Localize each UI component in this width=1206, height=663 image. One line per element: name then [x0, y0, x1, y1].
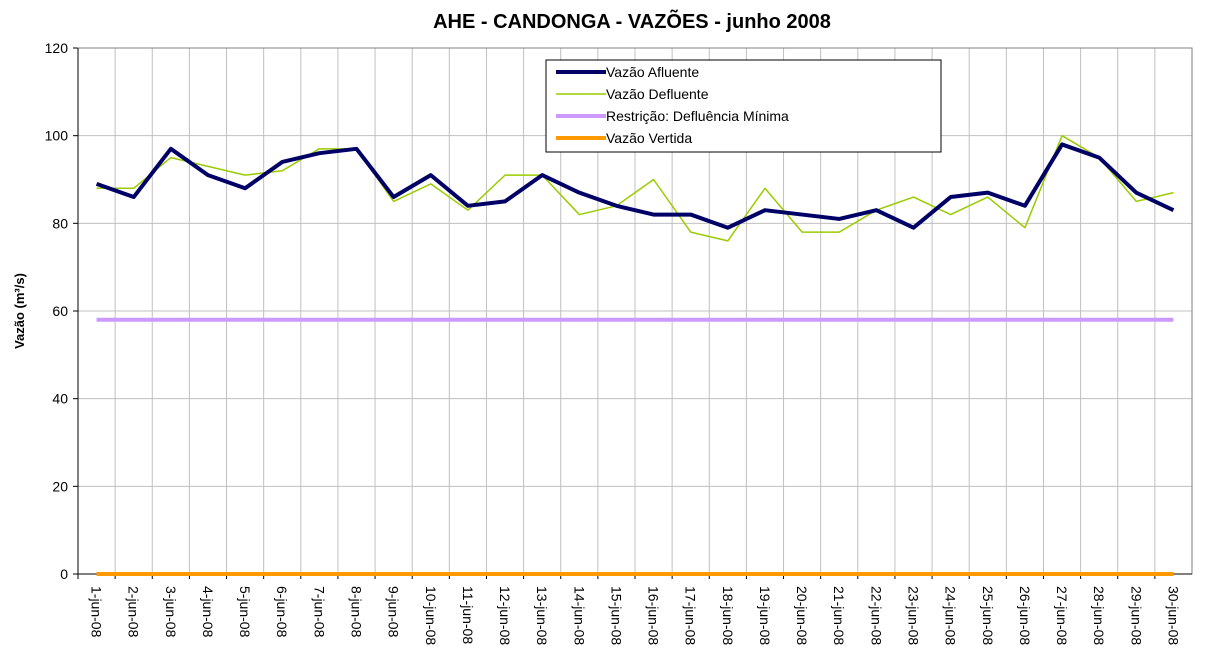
x-tick-label: 9-jun-08 [386, 586, 402, 638]
x-tick-label: 30-jun-08 [1165, 586, 1181, 645]
y-tick-label: 120 [45, 40, 69, 56]
x-tick-label: 20-jun-08 [794, 586, 810, 645]
x-tick-label: 13-jun-08 [534, 586, 550, 645]
x-tick-label: 5-jun-08 [237, 586, 253, 638]
legend-label: Restrição: Defluência Mínima [606, 108, 789, 124]
y-tick-label: 80 [52, 215, 68, 231]
y-axis-label: Vazão (m³/s) [12, 273, 27, 349]
x-tick-label: 3-jun-08 [163, 586, 179, 638]
x-tick-label: 25-jun-08 [980, 586, 996, 645]
x-tick-label: 2-jun-08 [126, 586, 142, 638]
x-tick-label: 7-jun-08 [311, 586, 327, 638]
x-tick-label: 18-jun-08 [720, 586, 736, 645]
x-tick-label: 10-jun-08 [423, 586, 439, 645]
x-tick-label: 27-jun-08 [1054, 586, 1070, 645]
series-line [95, 142, 1175, 230]
y-tick-label: 100 [45, 128, 69, 144]
x-tick-label: 16-jun-08 [646, 586, 662, 645]
series-line [96, 134, 1174, 242]
chart-title: AHE - CANDONGA - VAZÕES - junho 2008 [433, 9, 831, 33]
x-tick-label: 21-jun-08 [831, 586, 847, 645]
legend-box [545, 59, 942, 153]
y-tick-label: 40 [52, 391, 68, 407]
x-tick-label: 6-jun-08 [274, 586, 290, 638]
x-tick-label: 29-jun-08 [1128, 586, 1144, 645]
legend-label: Vazão Defluente [606, 86, 709, 102]
legend-label: Vazão Afluente [606, 64, 699, 80]
x-tick-label: 24-jun-08 [943, 586, 959, 645]
y-tick-label: 60 [52, 303, 68, 319]
x-tick-label: 17-jun-08 [683, 586, 699, 645]
y-tick-label: 20 [52, 478, 68, 494]
x-tick-label: 19-jun-08 [757, 586, 773, 645]
x-tick-label: 8-jun-08 [349, 586, 365, 638]
x-tick-label: 12-jun-08 [497, 586, 513, 645]
legend-label: Vazão Vertida [606, 130, 692, 146]
x-tick-label: 11-jun-08 [460, 586, 476, 644]
x-tick-label: 1-jun-08 [89, 586, 105, 638]
y-tick-label: 0 [60, 566, 68, 582]
x-tick-label: 26-jun-08 [1017, 586, 1033, 645]
x-tick-label: 28-jun-08 [1091, 586, 1107, 645]
x-tick-label: 23-jun-08 [906, 586, 922, 645]
x-tick-label: 4-jun-08 [200, 586, 216, 638]
x-tick-label: 14-jun-08 [571, 586, 587, 645]
x-tick-label: 15-jun-08 [608, 586, 624, 645]
x-tick-label: 22-jun-08 [868, 586, 884, 645]
